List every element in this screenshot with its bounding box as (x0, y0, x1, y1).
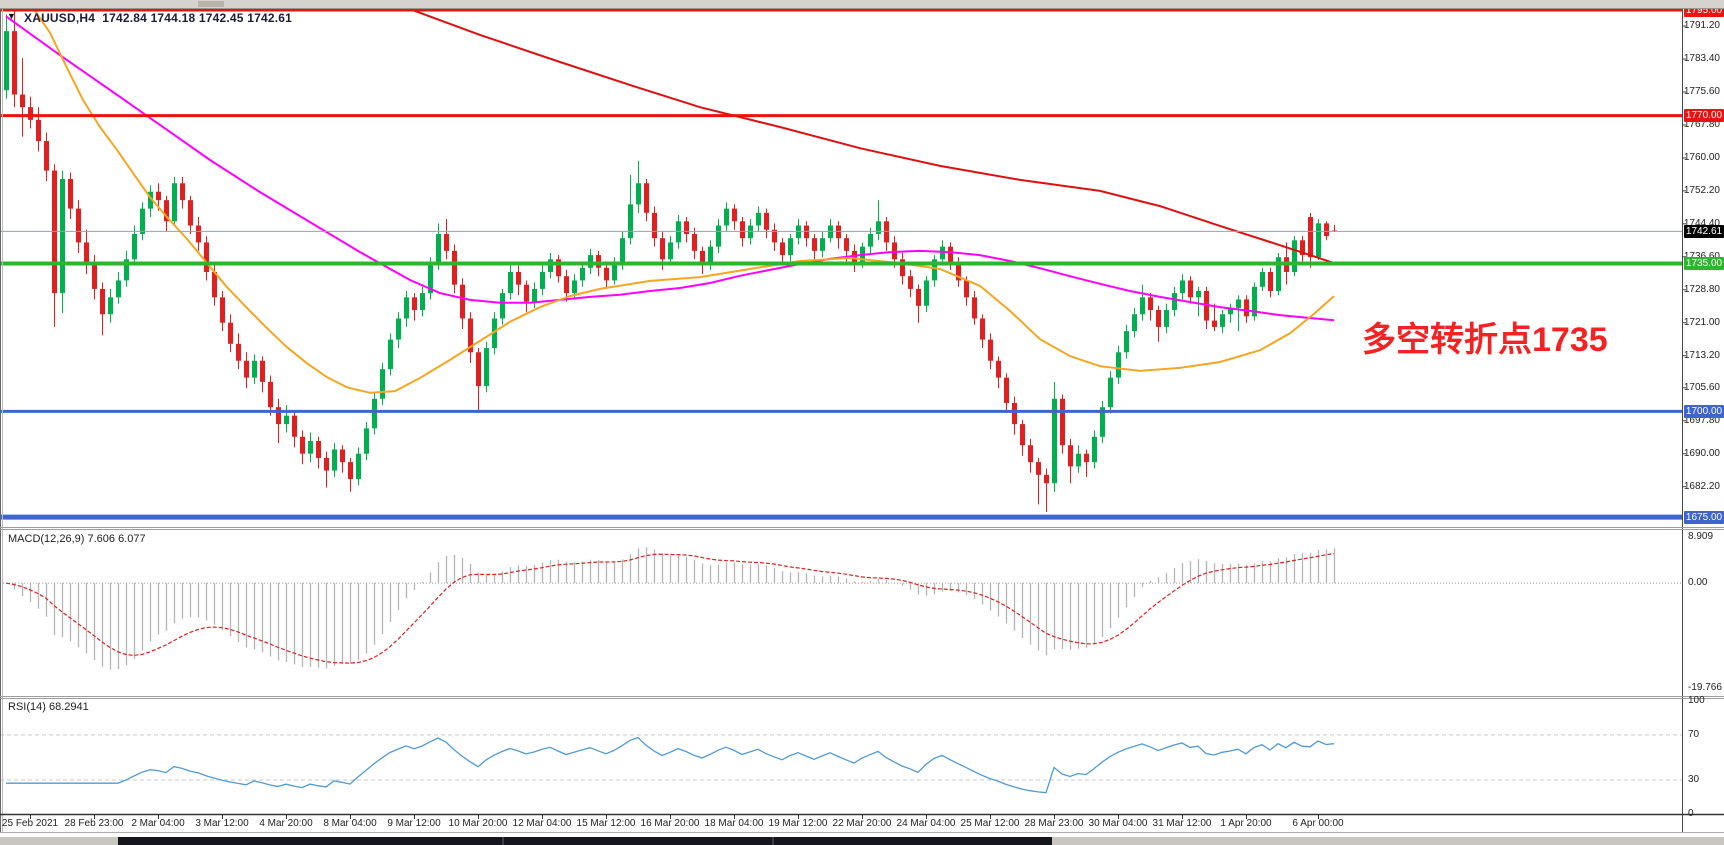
price-axis-label: 1760.00 (1683, 151, 1720, 163)
time-axis-label: 12 Mar 04:00 (512, 818, 572, 829)
macd-axis-min: -19.766 (1688, 682, 1722, 693)
price-axis-label: 1791.20 (1683, 20, 1720, 32)
price-axis-label: 1775.60 (1683, 85, 1720, 97)
time-axis-label: 28 Mar 23:00 (1024, 818, 1084, 829)
time-axis-label: 6 Apr 00:00 (1292, 818, 1344, 829)
taskbar-fragment[interactable] (118, 837, 1052, 845)
rsi-axis-100: 100 (1688, 695, 1705, 706)
macd-name: MACD(12,26,9) (8, 533, 85, 545)
rsi-value: 68.2941 (48, 701, 89, 713)
rsi-axis-70: 70 (1688, 728, 1700, 740)
rsi-name: RSI(14) (8, 701, 46, 713)
price-tag-1770.00: 1770.00 (1684, 109, 1724, 123)
time-axis-label: 24 Mar 04:00 (896, 818, 956, 829)
rsi-axis-30: 30 (1688, 773, 1700, 785)
macd-main-value: 7.606 (87, 533, 116, 545)
price-tag-1735.00: 1735.00 (1684, 257, 1724, 271)
taskbar-separator (772, 837, 774, 845)
price-axis-label: 1744.40 (1683, 217, 1720, 229)
time-axis-label: 31 Mar 12:00 (1152, 818, 1212, 829)
price-tag-1700.00: 1700.00 (1684, 404, 1724, 418)
price-axis-label: 1767.80 (1683, 118, 1720, 130)
macd-signal-value: 6.077 (118, 533, 146, 545)
price-axis-label: 1690.00 (1683, 447, 1720, 459)
price-tag-1675.00: 1675.00 (1684, 510, 1724, 524)
ma-orange (32, 7, 1335, 394)
time-axis-label: 10 Mar 20:00 (448, 818, 508, 829)
price-axis-label: 1721.00 (1683, 316, 1720, 328)
close-value: 1742.61 (247, 11, 292, 25)
time-axis-label: 2 Mar 04:00 (131, 818, 185, 829)
chevron-down-icon[interactable]: ▼ (7, 11, 16, 21)
high-value: 1744.18 (150, 11, 196, 25)
price-axis-label: 1736.60 (1624, 251, 1720, 263)
low-value: 1742.45 (198, 11, 244, 25)
time-axis-label: 15 Mar 12:00 (576, 818, 636, 829)
pivot-annotation-text: 多空转折点1735 (1362, 321, 1608, 359)
macd-signal-line (5, 553, 1335, 664)
time-axis-label: 25 Feb 2021 (1, 818, 59, 829)
price-axis-label: 1705.60 (1683, 381, 1720, 393)
time-axis-label: 4 Mar 20:00 (259, 818, 313, 829)
time-axis-label: 25 Mar 12:00 (960, 818, 1020, 829)
price-axis-label: 1713.20 (1683, 349, 1720, 361)
taskbar-separator (502, 837, 504, 845)
ma-red (384, 0, 1335, 265)
price-axis-label: 1783.40 (1683, 53, 1720, 65)
time-axis-label: 30 Mar 04:00 (1088, 818, 1148, 829)
taskbar[interactable] (0, 837, 1724, 845)
time-axis-label: 19 Mar 12:00 (768, 818, 828, 829)
price-axis-label: 1697.80 (1683, 414, 1720, 426)
time-axis-label: 1 Apr 20:00 (1220, 818, 1272, 829)
time-axis-label: 22 Mar 20:00 (832, 818, 892, 829)
open-value: 1742.84 (102, 11, 148, 25)
time-axis-label: 3 Mar 12:00 (195, 818, 249, 829)
window-top-strip (0, 0, 1724, 9)
price-tag-1742.61: 1742.61 (1684, 224, 1724, 238)
price-axis-label: 1728.80 (1683, 283, 1720, 295)
rsi-indicator-label: RSI(14) 68.2941 (8, 701, 89, 713)
price-axis-label: 1682.20 (1683, 480, 1720, 492)
scroll-notch[interactable] (198, 1, 224, 7)
time-axis-label: 28 Feb 23:00 (64, 818, 124, 829)
time-axis-label: 18 Mar 04:00 (704, 818, 764, 829)
time-axis-label: 16 Mar 20:00 (640, 818, 700, 829)
macd-axis-zero: 0.00 (1688, 577, 1708, 589)
rsi-line (6, 736, 1335, 794)
symbol-label: XAUUSD,H4 (24, 11, 96, 25)
time-axis-label: 9 Mar 12:00 (387, 818, 441, 829)
time-axis-label: 8 Mar 04:00 (323, 818, 377, 829)
rsi-axis-0: 0 (1688, 807, 1694, 819)
ma-magenta (5, 15, 1335, 322)
macd-axis-max: 8.909 (1688, 531, 1714, 542)
macd-indicator-label: MACD(12,26,9) 7.606 6.077 (8, 533, 146, 545)
price-axis-label: 1752.20 (1683, 184, 1720, 196)
chart-title: XAUUSD,H4 1742.84 1744.18 1742.45 1742.6… (24, 11, 292, 25)
